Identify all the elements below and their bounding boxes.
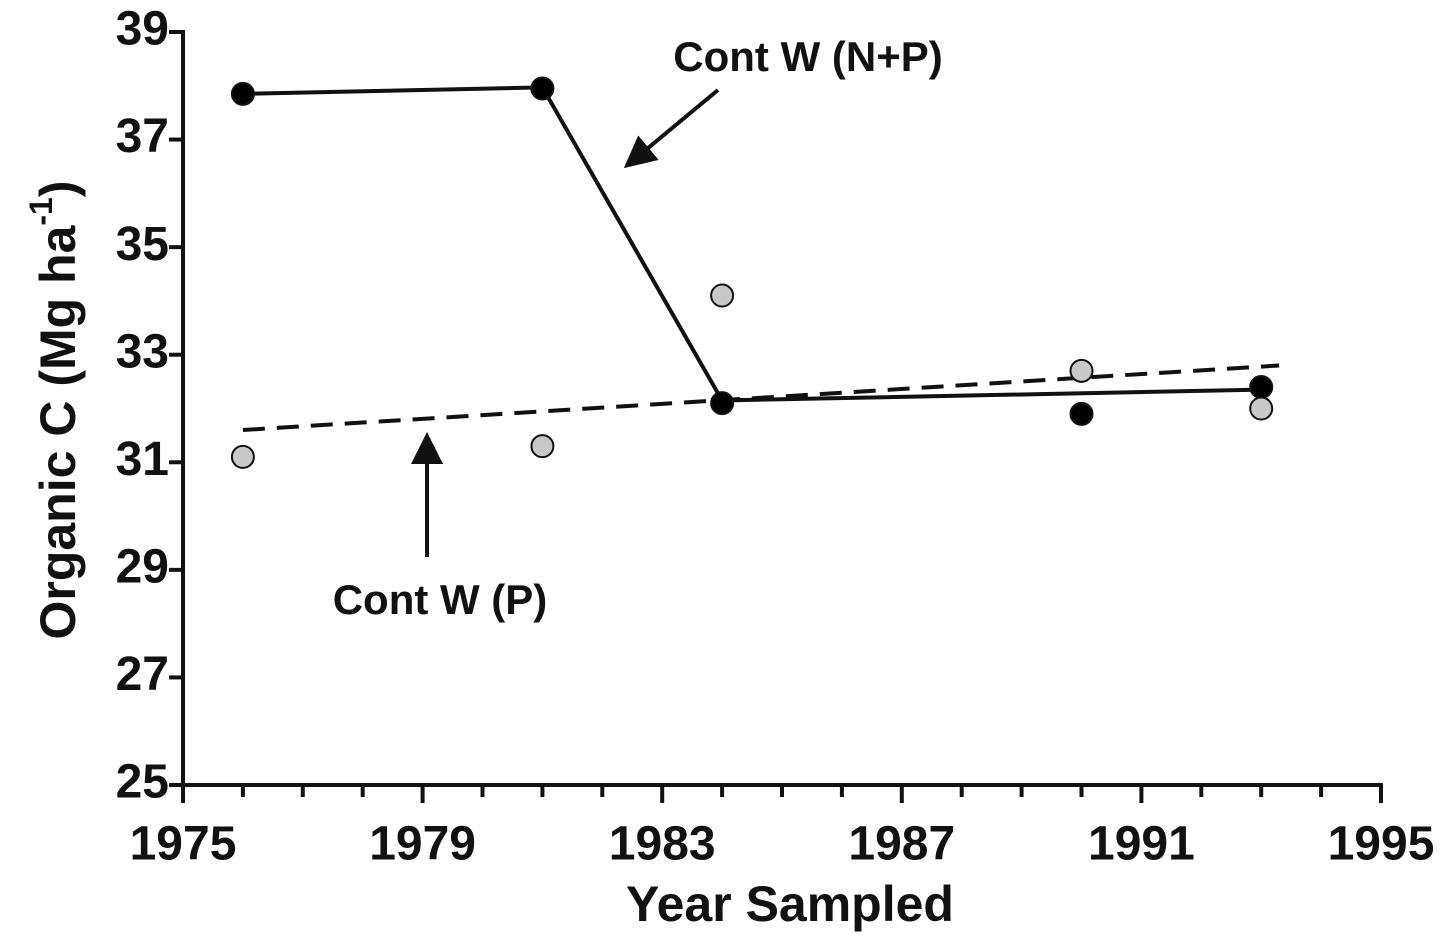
data-point xyxy=(1249,396,1274,421)
x-tick-label: 1979 xyxy=(369,818,476,871)
y-label-end: ) xyxy=(30,180,86,197)
data-point xyxy=(530,76,555,101)
x-axis-label: Year Sampled xyxy=(626,876,954,932)
annotation: Cont W (N+P) xyxy=(673,33,942,80)
y-tick-label: 35 xyxy=(116,218,169,271)
data-point xyxy=(230,81,255,106)
y-tick-label: 39 xyxy=(116,3,169,56)
x-tick-label: 1987 xyxy=(848,818,955,871)
y-tick-label: 25 xyxy=(116,756,169,809)
y-tick-label: 27 xyxy=(116,648,169,701)
data-point xyxy=(710,391,735,416)
x-tick-label: 1975 xyxy=(130,818,237,871)
annotation: Cont W (P) xyxy=(333,576,548,623)
arrow xyxy=(623,88,720,169)
data-point xyxy=(1249,374,1274,399)
y-label-sup: -1 xyxy=(23,197,59,225)
x-tick-label: 1995 xyxy=(1328,818,1435,871)
data-point xyxy=(530,434,555,459)
y-tick-label: 37 xyxy=(116,110,169,163)
y-label-main: Organic C (Mg ha xyxy=(30,224,86,639)
x-tick-label: 1991 xyxy=(1088,818,1195,871)
data-point xyxy=(1069,358,1094,383)
y-tick-label: 31 xyxy=(116,433,169,486)
y-tick-label: 33 xyxy=(116,325,169,378)
data-point xyxy=(710,283,735,308)
data-point xyxy=(1069,401,1094,426)
y-axis-label: Organic C (Mg ha-1) xyxy=(23,180,86,639)
trend-line xyxy=(242,363,1280,433)
y-tick-label: 29 xyxy=(116,541,169,594)
fit-line xyxy=(242,85,1262,403)
data-point xyxy=(230,444,255,469)
x-tick-label: 1983 xyxy=(609,818,716,871)
